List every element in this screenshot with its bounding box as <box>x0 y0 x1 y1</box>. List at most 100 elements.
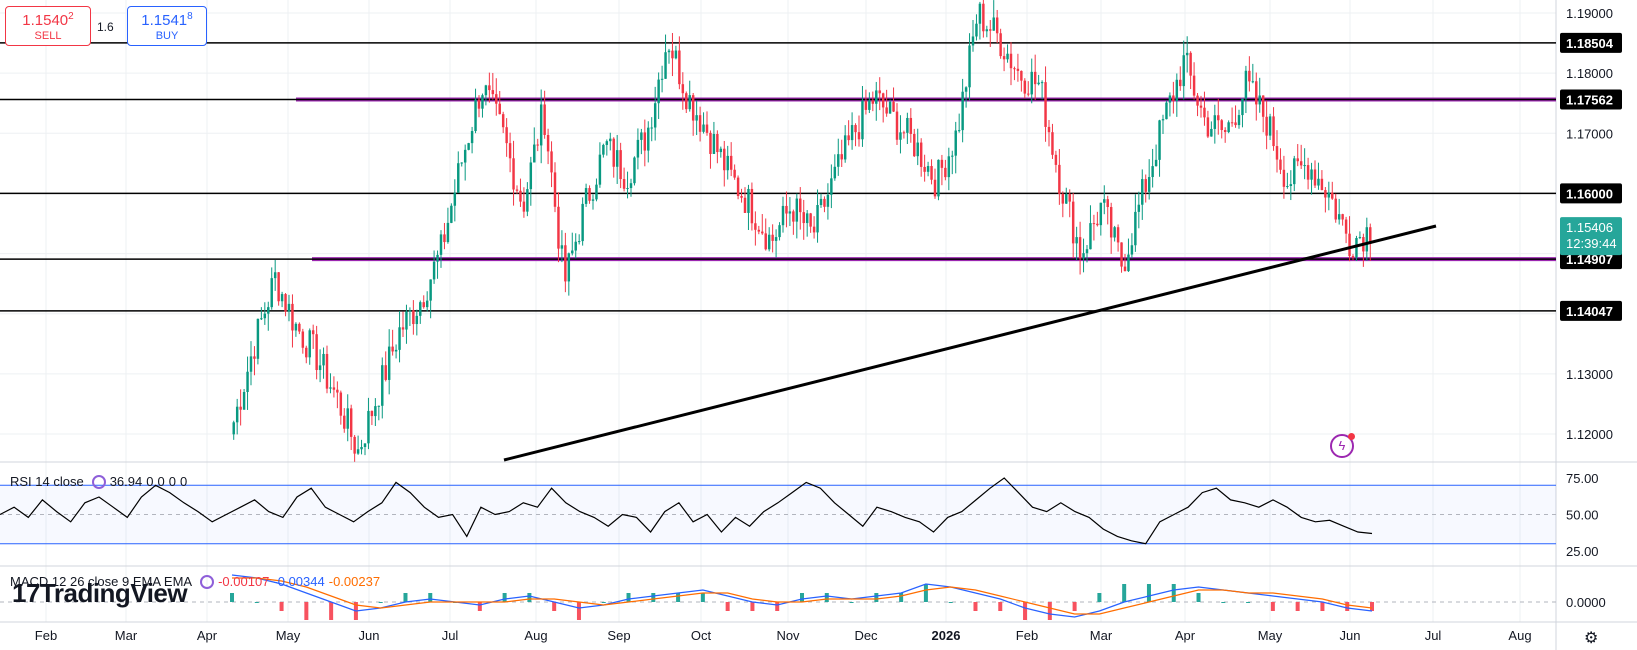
candle-body <box>1313 169 1317 186</box>
candle-body <box>287 303 291 312</box>
candle-body <box>308 330 311 358</box>
macd-histogram-bar <box>676 593 681 602</box>
candle-body <box>729 155 733 170</box>
macd-histogram-bar <box>1320 602 1325 611</box>
time-axis-label: Apr <box>197 628 218 643</box>
candle-body <box>989 29 992 31</box>
candle-body <box>999 33 1002 57</box>
macd-histogram-bar <box>651 593 656 602</box>
candle-body <box>736 177 740 197</box>
candle-body <box>1089 223 1092 250</box>
price-tick-label: 1.17000 <box>1566 126 1613 141</box>
candle-body <box>1182 55 1185 87</box>
candle-body <box>688 95 691 110</box>
candle-body <box>1213 115 1217 129</box>
candle-body <box>577 241 581 243</box>
macd-histogram-bar <box>403 593 408 602</box>
candle-body <box>847 135 850 141</box>
candle-body <box>740 196 743 198</box>
candle-body <box>1147 177 1151 192</box>
candle-body <box>1130 245 1134 255</box>
candle-body <box>612 138 615 167</box>
candle-body <box>567 253 571 282</box>
candle-body <box>591 199 595 201</box>
macd-histogram-bar <box>923 584 928 602</box>
candle-body <box>443 234 446 243</box>
candle-body <box>1299 161 1303 166</box>
candle-body <box>605 141 609 145</box>
macd-histogram-bar <box>948 602 953 603</box>
candle-body <box>1103 199 1106 203</box>
candle-body <box>944 167 947 178</box>
macd-legend[interactable]: MACD 12 26 close 9 EMA EMA -0.00107 -0.003… <box>10 574 384 589</box>
candle-body <box>1365 227 1369 252</box>
settings-icon[interactable]: ⚙ <box>1584 630 1599 647</box>
candle-body <box>799 198 802 213</box>
cycle-icon[interactable] <box>200 575 215 589</box>
candle-body <box>253 356 256 359</box>
macd-histogram-bar <box>849 602 854 603</box>
macd-histogram-bar <box>626 593 631 602</box>
candle-body <box>1286 186 1289 188</box>
buy-button[interactable]: 1.15418 BUY <box>127 6 207 46</box>
rsi-legend[interactable]: RSI 14 close 36.94 0 0 0 0 <box>10 474 191 489</box>
candle-body <box>660 78 664 80</box>
candle-body <box>453 192 457 206</box>
candle-body <box>339 392 343 416</box>
candle-body <box>1051 132 1054 155</box>
candle-body <box>705 124 709 133</box>
candle-body <box>1199 105 1203 108</box>
candle-body <box>1033 71 1037 85</box>
candle-body <box>719 148 723 153</box>
candle-body <box>315 334 318 371</box>
candle-body <box>899 132 902 140</box>
candle-body <box>919 142 923 167</box>
candle-body <box>1337 214 1341 220</box>
candle-body <box>571 250 574 254</box>
rsi-extra-0: 0 <box>146 474 154 489</box>
candle-body <box>1179 79 1182 87</box>
candle-body <box>864 100 868 110</box>
candle-body <box>533 144 536 163</box>
candle-body <box>888 101 892 114</box>
macd-value-2: -0.00237 <box>328 574 381 589</box>
candle-body <box>1189 52 1192 76</box>
candle-body <box>1331 192 1334 199</box>
candle-body <box>1058 164 1061 194</box>
candle-body <box>522 201 526 212</box>
rsi-extra-1: 0 <box>157 474 165 489</box>
candle-body <box>1192 75 1196 96</box>
macd-histogram-bar <box>1295 602 1300 611</box>
candle-body <box>691 95 695 121</box>
candle-body <box>830 178 833 195</box>
candle-body <box>477 99 481 109</box>
time-axis-label: Mar <box>1090 628 1113 643</box>
candle-body <box>405 311 408 330</box>
candle-body <box>1016 68 1020 71</box>
candle-body <box>239 406 242 410</box>
candle-body <box>1217 115 1220 121</box>
macd-histogram-bar <box>874 593 879 602</box>
candle-body <box>1013 68 1016 70</box>
sell-button[interactable]: 1.15402 SELL <box>5 6 91 46</box>
logo-text: TradingView <box>39 578 188 608</box>
candle-body <box>698 115 702 132</box>
candle-body <box>419 302 422 316</box>
flash-icon[interactable]: ϟ <box>1330 433 1355 458</box>
macd-histogram-bar <box>973 602 978 611</box>
candle-body <box>609 138 612 142</box>
candle-body <box>933 179 937 197</box>
candle-body <box>1344 219 1348 234</box>
macd-histogram-bar <box>576 602 581 620</box>
candle-body <box>1203 107 1206 118</box>
candle-body <box>598 154 602 185</box>
candle-body <box>930 166 933 180</box>
candle-body <box>788 211 792 214</box>
time-axis-label: Jun <box>359 628 380 643</box>
time-axis-label: Dec <box>854 628 878 643</box>
candle-body <box>1230 122 1234 124</box>
time-axis-label: Jun <box>1340 628 1361 643</box>
cycle-icon[interactable] <box>91 475 106 489</box>
candle-body <box>1054 154 1058 165</box>
